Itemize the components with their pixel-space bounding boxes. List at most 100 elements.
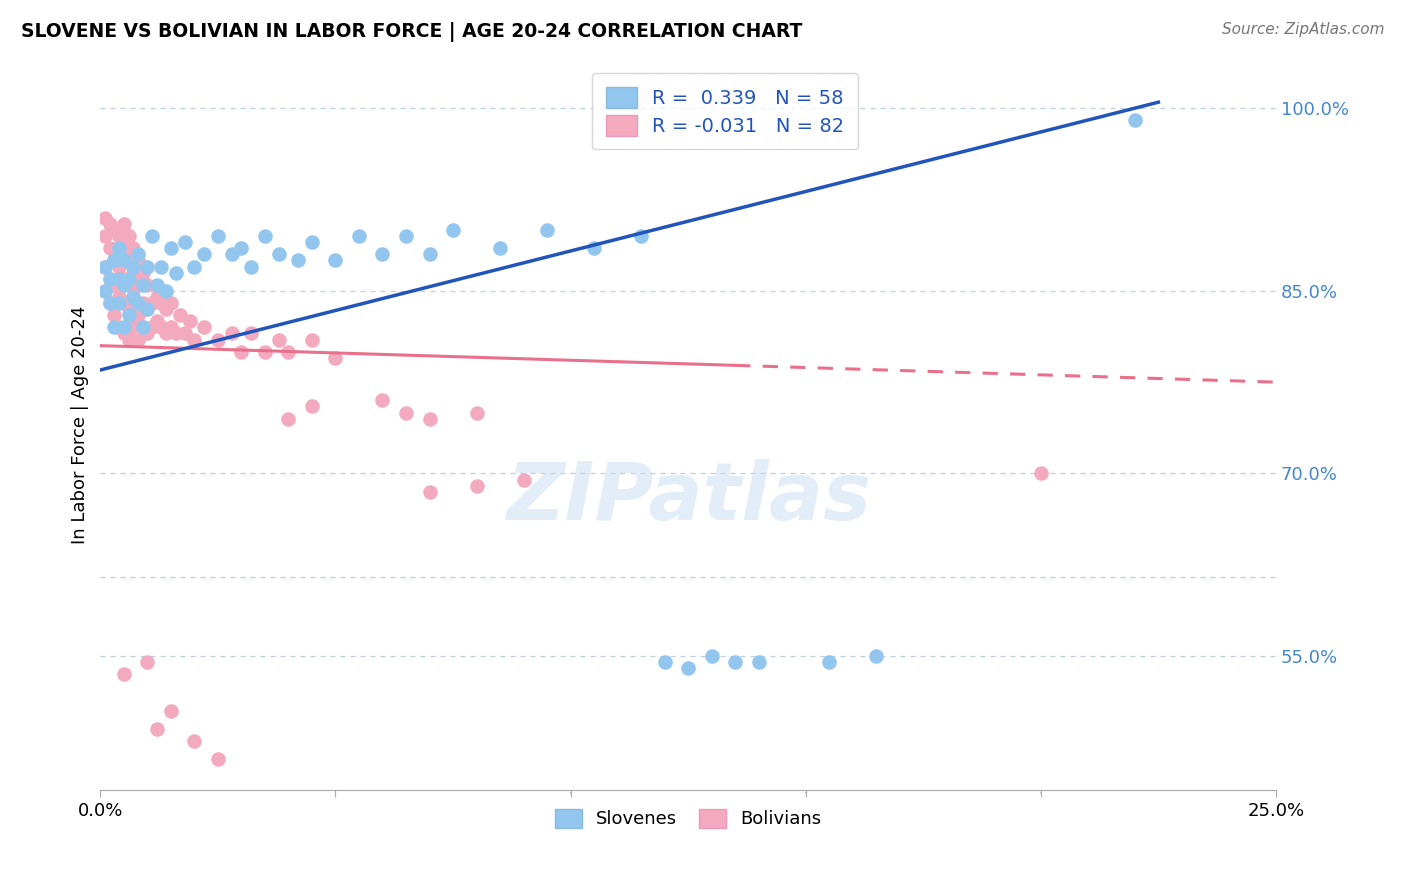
Point — [136, 277, 159, 292]
Point — [117, 253, 139, 268]
Point — [395, 406, 418, 420]
Point — [103, 308, 125, 322]
Point — [239, 260, 262, 274]
Point — [165, 326, 187, 341]
Point — [325, 351, 347, 365]
Point — [122, 266, 145, 280]
Point — [325, 253, 347, 268]
Point — [418, 411, 440, 425]
Point — [179, 314, 201, 328]
Point — [136, 302, 159, 317]
Point — [103, 253, 125, 268]
Point — [277, 411, 299, 425]
Point — [131, 266, 153, 280]
Point — [127, 308, 149, 322]
Point — [489, 241, 512, 255]
Point — [112, 667, 135, 681]
Point — [371, 247, 394, 261]
Point — [117, 308, 139, 322]
Point — [150, 320, 173, 334]
Point — [112, 320, 135, 334]
Point — [141, 229, 163, 244]
Point — [183, 333, 205, 347]
Point — [253, 344, 276, 359]
Point — [108, 320, 131, 334]
Point — [136, 302, 159, 317]
Point — [103, 223, 125, 237]
Point — [127, 253, 149, 268]
Point — [117, 277, 139, 292]
Point — [112, 271, 135, 285]
Point — [160, 320, 183, 334]
Point — [98, 296, 121, 310]
Point — [94, 260, 117, 274]
Point — [301, 400, 323, 414]
Point — [155, 326, 177, 341]
Point — [122, 290, 145, 304]
Point — [207, 752, 229, 766]
Point — [267, 247, 290, 261]
Point — [207, 333, 229, 347]
Point — [131, 320, 153, 334]
Point — [193, 247, 215, 261]
Point — [103, 320, 125, 334]
Point — [160, 241, 183, 255]
Text: Source: ZipAtlas.com: Source: ZipAtlas.com — [1222, 22, 1385, 37]
Point — [131, 320, 153, 334]
Point — [98, 296, 121, 310]
Point — [536, 223, 558, 237]
Point — [724, 655, 747, 669]
Point — [174, 235, 197, 250]
Point — [267, 333, 290, 347]
Point — [441, 223, 464, 237]
Point — [112, 277, 135, 292]
Point — [136, 655, 159, 669]
Point — [465, 406, 488, 420]
Point — [169, 308, 191, 322]
Point — [221, 326, 243, 341]
Legend: Slovenes, Bolivians: Slovenes, Bolivians — [547, 802, 830, 836]
Point — [108, 296, 131, 310]
Point — [117, 229, 139, 244]
Point — [112, 241, 135, 255]
Point — [239, 326, 262, 341]
Point — [108, 241, 131, 255]
Point — [112, 217, 135, 231]
Point — [146, 722, 169, 736]
Point — [127, 296, 149, 310]
Point — [94, 211, 117, 225]
Point — [395, 229, 418, 244]
Point — [103, 253, 125, 268]
Point — [676, 661, 699, 675]
Point — [141, 296, 163, 310]
Point — [1123, 113, 1146, 128]
Point — [94, 284, 117, 298]
Point — [117, 302, 139, 317]
Point — [94, 260, 117, 274]
Point — [160, 704, 183, 718]
Text: ZIPatlas: ZIPatlas — [506, 458, 870, 537]
Point — [301, 333, 323, 347]
Point — [347, 229, 370, 244]
Point — [221, 247, 243, 261]
Point — [371, 393, 394, 408]
Point — [630, 229, 652, 244]
Point — [127, 277, 149, 292]
Point — [98, 217, 121, 231]
Point — [174, 326, 197, 341]
Point — [150, 296, 173, 310]
Point — [865, 648, 887, 663]
Point — [277, 344, 299, 359]
Point — [160, 296, 183, 310]
Point — [127, 247, 149, 261]
Point — [183, 734, 205, 748]
Point — [700, 648, 723, 663]
Point — [155, 302, 177, 317]
Text: SLOVENE VS BOLIVIAN IN LABOR FORCE | AGE 20-24 CORRELATION CHART: SLOVENE VS BOLIVIAN IN LABOR FORCE | AGE… — [21, 22, 803, 42]
Point — [112, 253, 135, 268]
Point — [231, 241, 253, 255]
Point — [193, 320, 215, 334]
Point — [207, 229, 229, 244]
Point — [150, 260, 173, 274]
Point — [583, 241, 606, 255]
